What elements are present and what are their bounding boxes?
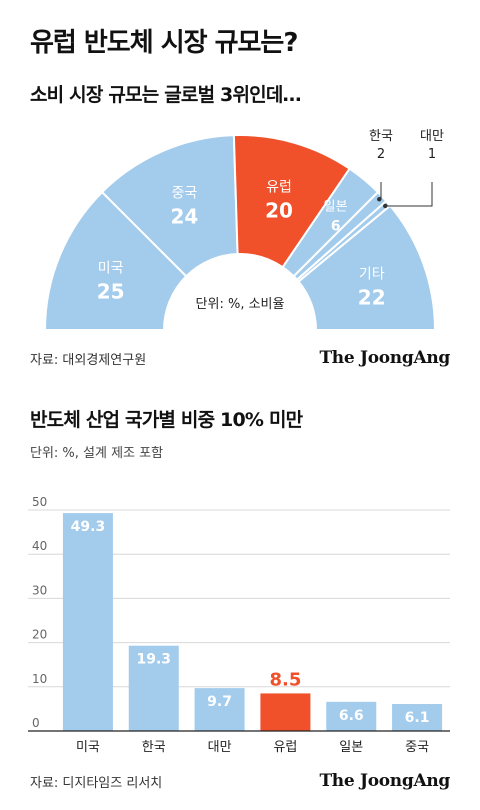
page-title: 유럽 반도체 시장 규모는? bbox=[30, 28, 298, 58]
brand-logo-1: The JoongAng bbox=[319, 348, 450, 368]
bar-3 bbox=[260, 693, 311, 731]
pie-callout-dot-4 bbox=[377, 197, 382, 202]
bar-0 bbox=[62, 513, 113, 731]
pie-value-1: 24 bbox=[170, 205, 198, 229]
bar-unit-label: 단위: %, 설계 제조 포함 bbox=[30, 446, 164, 461]
pie-label-1: 중국 bbox=[172, 186, 198, 202]
bar-value-label-2: 9.7 bbox=[207, 694, 232, 710]
bar-4 bbox=[326, 701, 377, 731]
bar-value-label-0: 49.3 bbox=[71, 519, 106, 535]
bar-chart-title: 반도체 산업 국가별 비중 10% 미만 bbox=[30, 409, 303, 431]
bar-2 bbox=[194, 688, 245, 731]
pie-value-3: 6 bbox=[331, 218, 341, 234]
bar-1 bbox=[128, 645, 179, 731]
pie-chart-title: 소비 시장 규모는 글로벌 3위인데… bbox=[30, 84, 302, 106]
y-tick-0: 0 bbox=[32, 716, 40, 730]
brand-logo-2: The JoongAng bbox=[319, 771, 450, 791]
y-tick-2: 20 bbox=[32, 628, 47, 642]
pie-value-2: 20 bbox=[265, 199, 293, 223]
pie-chart: 미국 25 중국 24 유럽 20 일본 6 기타 22 한국 2 대만 1 단위: %, 소비율 bbox=[43, 129, 444, 331]
pie-callout-dot-5 bbox=[383, 203, 388, 209]
x-tick-3: 유럽 bbox=[273, 740, 297, 755]
x-tick-4: 일본 bbox=[339, 740, 363, 755]
pie-source: 자료: 대외경제연구원 bbox=[30, 353, 147, 368]
pie-label-3: 일본 bbox=[324, 199, 348, 214]
bar-chart: 0 10 20 30 40 50 49.3 미국 19.3 한국 9.7 대만 8.5 유럽 6.6 일본 6.… bbox=[28, 495, 450, 755]
pie-slice-0 bbox=[43, 190, 188, 331]
pie-callout-line-5 bbox=[385, 182, 433, 207]
bar-value-label-5: 6.1 bbox=[405, 710, 430, 726]
pie-value-0: 25 bbox=[97, 279, 125, 303]
x-tick-5: 중국 bbox=[405, 740, 429, 755]
pie-value-5: 1 bbox=[428, 147, 436, 162]
pie-value-6: 22 bbox=[358, 286, 386, 310]
bar-value-label-4: 6.6 bbox=[339, 708, 364, 724]
pie-label-5: 대만 bbox=[420, 129, 444, 144]
pie-center-label: 단위: %, 소비율 bbox=[196, 297, 285, 312]
pie-label-2: 유럽 bbox=[266, 180, 292, 196]
x-tick-0: 미국 bbox=[76, 740, 100, 755]
bar-value-label-1: 19.3 bbox=[136, 652, 171, 668]
pie-label-6: 기타 bbox=[359, 267, 385, 283]
pie-slice-1 bbox=[100, 134, 239, 278]
bar-source: 자료: 디지타임즈 리서치 bbox=[30, 776, 163, 791]
x-tick-1: 한국 bbox=[142, 740, 166, 755]
bar-5 bbox=[392, 704, 443, 731]
y-tick-4: 40 bbox=[32, 539, 47, 553]
pie-label-4: 한국 bbox=[369, 129, 393, 144]
y-tick-3: 30 bbox=[32, 583, 47, 597]
y-tick-1: 10 bbox=[32, 672, 47, 686]
pie-label-0: 미국 bbox=[98, 260, 124, 276]
pie-value-4: 2 bbox=[377, 147, 385, 162]
x-tick-2: 대만 bbox=[208, 740, 232, 755]
pie-slice-6 bbox=[297, 204, 437, 331]
bar-value-label-3: 8.5 bbox=[269, 669, 301, 690]
y-tick-5: 50 bbox=[32, 495, 47, 509]
